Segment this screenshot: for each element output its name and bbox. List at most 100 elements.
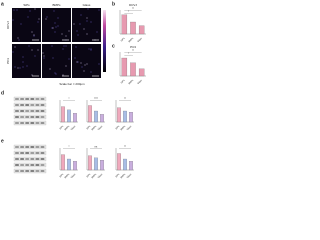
x-tick-label: BMPs: [129, 37, 135, 43]
cell-spot: [49, 68, 51, 70]
x-tick-label: Glass: [71, 125, 77, 131]
blot-strip: [13, 144, 47, 150]
cell-spot: [29, 10, 31, 12]
blot-band: [35, 158, 40, 160]
bar: [67, 109, 71, 123]
cell-spot: [26, 65, 28, 67]
bar: [121, 14, 128, 35]
cell-spot: [33, 34, 35, 36]
cell-spot: [51, 45, 53, 47]
bar: [123, 158, 127, 171]
blot-band: [20, 110, 25, 112]
blot-band: [15, 164, 19, 166]
cell-spot: [68, 30, 70, 32]
blot-band: [40, 170, 45, 172]
cell-spot: [86, 33, 88, 35]
sig-label: *: [69, 98, 70, 101]
cell-spot: [57, 17, 59, 19]
cell-spot: [61, 33, 63, 35]
blot-band: [35, 122, 40, 124]
cell-spot: [62, 74, 64, 76]
cell-spot: [14, 66, 16, 68]
cell-spot: [55, 73, 57, 75]
x-tick-label: Glass: [127, 125, 133, 131]
bar: [129, 161, 133, 171]
bar: [117, 153, 121, 171]
sig-label: **: [132, 50, 134, 53]
cell-spot: [52, 27, 54, 29]
sig-label: *: [128, 11, 129, 14]
cell-spot: [34, 8, 36, 10]
cell-spot: [90, 71, 92, 73]
bar: [121, 57, 128, 77]
cell-spot: [12, 51, 14, 53]
blot-band: [30, 122, 35, 124]
panel-label: d: [1, 90, 4, 96]
colorbar: [103, 10, 106, 72]
cell-spot: [76, 61, 78, 63]
blot-band: [20, 122, 25, 124]
cell-spot: [31, 74, 33, 76]
sig-label: **: [132, 8, 134, 11]
bar: [100, 160, 104, 171]
x-tick-label: BMPs: [121, 173, 127, 179]
chart-title: DCVJ: [129, 3, 137, 7]
cell-spot: [45, 18, 47, 20]
blot-strip: [13, 108, 47, 114]
blot-band: [20, 152, 25, 154]
cell-spot: [62, 48, 64, 50]
micrograph: [42, 8, 71, 42]
cell-spot: [34, 55, 36, 57]
blot-band: [35, 110, 40, 112]
cell-spot: [88, 48, 90, 50]
bar: [130, 21, 136, 35]
cell-spot: [38, 18, 40, 20]
cell-spot: [68, 58, 70, 60]
row-label: PC3: [6, 58, 10, 64]
blot-band: [30, 164, 35, 166]
cell-spot: [73, 23, 75, 25]
sig-label: ****: [94, 98, 98, 101]
cell-spot: [19, 67, 21, 69]
column-label: Glass: [83, 3, 91, 7]
cell-spot: [20, 23, 22, 25]
blot-band: [15, 146, 19, 148]
blot-strip: [13, 114, 47, 120]
cell-spot: [96, 31, 98, 33]
panel-label: c: [112, 43, 115, 49]
cell-spot: [74, 57, 76, 59]
blot-band: [35, 164, 40, 166]
cell-spot: [57, 25, 59, 27]
blot-band: [25, 122, 30, 124]
blot-band: [20, 170, 25, 172]
x-tick-label: Glass: [98, 173, 104, 179]
x-tick-label: SiPs: [116, 125, 121, 130]
cell-spot: [65, 35, 67, 37]
bar: [138, 68, 145, 77]
blot-band: [20, 104, 25, 106]
blot-strip: [13, 150, 47, 156]
blot-band: [35, 170, 40, 172]
x-tick-label: Glass: [71, 173, 77, 179]
x-tick-label: SiPs: [116, 173, 121, 178]
cell-spot: [37, 49, 39, 51]
cell-spot: [90, 49, 92, 51]
x-tick-label: SiPs: [87, 173, 92, 178]
micrograph: [12, 8, 41, 42]
x-tick-label: Glass: [137, 79, 143, 85]
sig-label: **: [124, 98, 126, 101]
cell-spot: [76, 30, 78, 32]
x-tick-label: SiPs: [87, 125, 92, 130]
blot-band: [30, 158, 35, 160]
cell-spot: [37, 21, 39, 23]
blot-strip: [13, 156, 47, 162]
bar: [61, 154, 65, 171]
x-tick-label: SiPs: [121, 37, 126, 42]
cell-spot: [46, 16, 48, 18]
x-tick-label: Glass: [127, 173, 133, 179]
blot-band: [30, 152, 35, 154]
cell-spot: [43, 55, 45, 57]
cell-spot: [51, 27, 53, 29]
cell-spot: [77, 61, 79, 63]
